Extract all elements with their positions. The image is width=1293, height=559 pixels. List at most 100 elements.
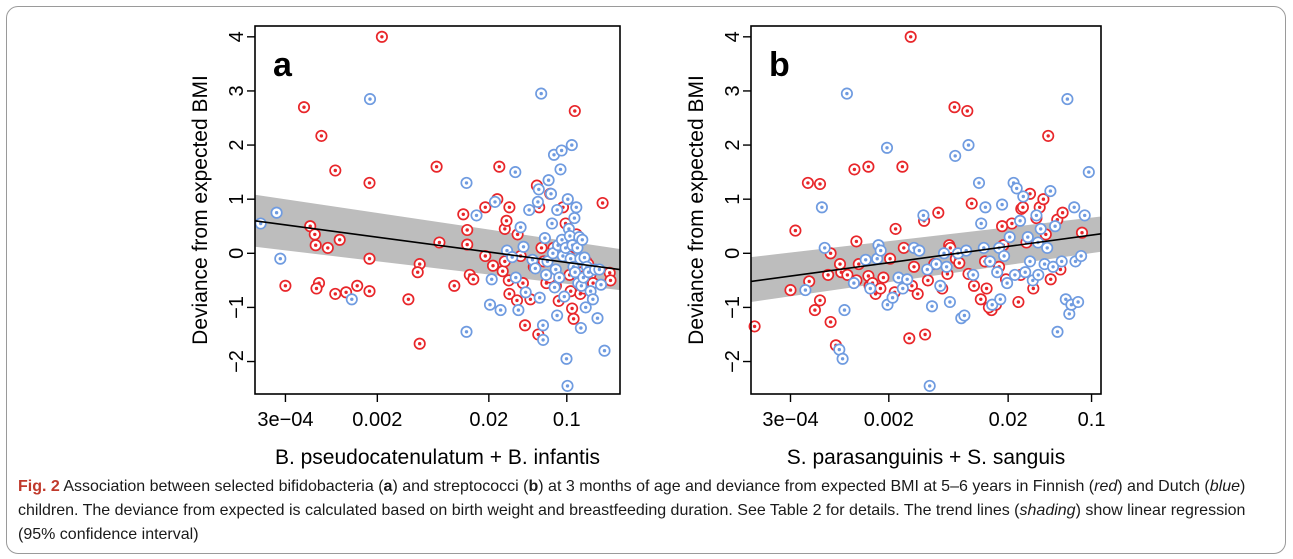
panel-b-finnish-point-center: [829, 252, 832, 255]
panel-a-finnish-point-center: [529, 298, 532, 301]
panel-b-dutch-point-center: [984, 206, 987, 209]
caption-panel-b-ref: b: [529, 478, 539, 495]
panel-a-finnish-point-center: [569, 290, 572, 293]
panel-b-finnish-point-center: [806, 181, 809, 184]
caption-blue-ref: blue: [1210, 478, 1240, 495]
panel-b-dutch-point-center: [838, 348, 841, 351]
panel-a-finnish-point-center: [344, 291, 347, 294]
panel-a-finnish-point-center: [466, 243, 469, 246]
panel-a-dutch-point-center: [499, 308, 502, 311]
panel-a-finnish-point-center: [501, 270, 504, 273]
panel-a-dutch-point-center: [576, 246, 579, 249]
panel-b-dutch-point-center: [897, 276, 900, 279]
panel-a-finnish-point-center: [320, 134, 323, 137]
panel-b-dutch-point-center: [1073, 206, 1076, 209]
panel-a-y-tick-label: 2: [226, 139, 248, 150]
panel-a-finnish-point-center: [601, 201, 604, 204]
panel-a-dutch-point-center: [528, 208, 531, 211]
panel-a-finnish-point-center: [418, 262, 421, 265]
panel-a-dutch-point-center: [596, 317, 599, 320]
panel-a-dutch-point-center: [581, 238, 584, 241]
panel-b-finnish-point-center: [882, 276, 885, 279]
panel-b-dutch-point-center: [1039, 227, 1042, 230]
panel-a-dutch-point-center: [555, 314, 558, 317]
panel-b-finnish-point-center: [953, 106, 956, 109]
panel-a-dutch-point-center: [570, 143, 573, 146]
panel-b-dutch-point-center: [879, 249, 882, 252]
panel-a-dutch-point-center: [275, 211, 278, 214]
panel-a-finnish-point-center: [608, 271, 611, 274]
panel-b-finnish-point-center: [1021, 206, 1024, 209]
panel-b-dutch-point-center: [1022, 195, 1025, 198]
panel-a-dutch-point-center: [580, 284, 583, 287]
panel-b-finnish-point-center: [826, 273, 829, 276]
panel-b-chart: 3e−04 0.002 0.02 0.1 −2 −1 0 1 2 3 4 S. parasanguin…: [676, 0, 1116, 470]
panel-b-finnish-point-center: [838, 262, 841, 265]
panel-b-finnish-point-center: [979, 298, 982, 301]
panel-a-dutch-point-center: [584, 306, 587, 309]
panel-b-x-tick-label: 0.02: [989, 409, 1028, 431]
panel-b-finnish-point-center: [910, 284, 913, 287]
panel-a-letter: a: [273, 46, 293, 84]
panel-a-dutch-point-center: [550, 222, 553, 225]
panel-b-dutch-point-center: [954, 154, 957, 157]
panel-b-dutch-point-center: [1005, 281, 1008, 284]
panel-a-dutch-point-center: [519, 226, 522, 229]
panel-a-dutch-point-center: [579, 326, 582, 329]
panel-a-x-tick-label: 0.002: [352, 409, 402, 431]
panel-b-dutch-point-center: [869, 287, 872, 290]
panel-a-dutch-point-center: [544, 273, 547, 276]
panel-a-dutch-point-center: [538, 296, 541, 299]
panel-a-finnish-point-center: [453, 284, 456, 287]
panel-b-dutch-point-center: [1024, 271, 1027, 274]
panel-a-dutch-point-center: [569, 257, 572, 260]
panel-a-dutch-point-center: [568, 234, 571, 237]
panel-a-finnish-point-center: [326, 246, 329, 249]
panel-b-dutch-point-center: [1046, 246, 1049, 249]
panel-b-finnish-point-center: [985, 287, 988, 290]
panel-b-dutch-point-center: [1049, 189, 1052, 192]
caption-text-2: ) and streptococci (: [392, 478, 528, 495]
panel-a-finnish-point-center: [334, 292, 337, 295]
panel-b-y-axis-title: Deviance from expected BMI: [685, 75, 708, 345]
panel-b-finnish-point-center: [867, 274, 870, 277]
panel-a-finnish-point-center: [338, 238, 341, 241]
panel-a-finnish-point-center: [356, 284, 359, 287]
panel-b-finnish-point-center: [867, 165, 870, 168]
panel-b-dutch-point-center: [804, 288, 807, 291]
panel-a-dutch-point-center: [559, 168, 562, 171]
panel-b-dutch-point-center: [1000, 203, 1003, 206]
panel-b-dutch-point-center: [1013, 273, 1016, 276]
panel-b-finnish-point-center: [857, 262, 860, 265]
panel-a-finnish-point-center: [516, 233, 519, 236]
panel-b-dutch-point-center: [841, 357, 844, 360]
panel-b-finnish-point-center: [937, 211, 940, 214]
panel-b-dutch-point-center: [843, 308, 846, 311]
panel-a-y-tick-label: 3: [226, 85, 248, 96]
panel-a-finnish-point-center: [368, 257, 371, 260]
panel-a-dutch-point-center: [475, 214, 478, 217]
panel-b-finnish-point-center: [949, 246, 952, 249]
panel-a-finnish-point-center: [484, 206, 487, 209]
panel-a-finnish-point-center: [380, 35, 383, 38]
panel-b-dutch-point-center: [1031, 279, 1034, 282]
panel-a-dutch-point-center: [591, 298, 594, 301]
panel-b-x-tick-label: 3e−04: [762, 409, 818, 431]
panel-a-finnish-point-center: [508, 206, 511, 209]
panel-b-dutch-point-center: [1064, 298, 1067, 301]
panel-b-dutch-point-center: [1037, 273, 1040, 276]
panel-a-dutch-point-center: [589, 290, 592, 293]
panel-b-dutch-point-center: [1008, 235, 1011, 238]
caption-figure-label: Fig. 2: [18, 478, 60, 495]
panel-a-finnish-point-center: [515, 299, 518, 302]
panel-b-finnish-point-center: [902, 246, 905, 249]
panel-b-dutch-point-center: [891, 296, 894, 299]
figure-caption: Fig. 2 Association between selected bifi…: [18, 475, 1276, 547]
panel-b-dutch-point-center: [1002, 254, 1005, 257]
panel-b-finnish-point-center: [894, 227, 897, 230]
panel-b-dutch-point-center: [864, 258, 867, 261]
panel-a-dutch-point-center: [465, 181, 468, 184]
panel-a-dutch-point-center: [566, 198, 569, 201]
panel-a-finnish-point-center: [418, 342, 421, 345]
panel-a-y-tick-label: 4: [226, 31, 248, 42]
